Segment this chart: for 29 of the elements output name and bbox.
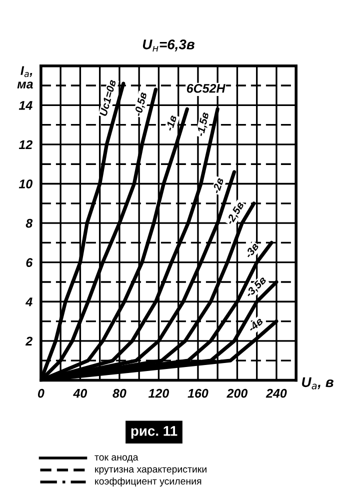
text: -4в (247, 316, 264, 332)
annotation: 6С52Н (186, 84, 226, 93)
x-tick-label: 160 (188, 388, 208, 398)
y-tick-label: 12 (18, 140, 32, 149)
y-axis-title: I$_{а}$, ма (17, 66, 33, 89)
text: -3в (244, 242, 260, 259)
x-tick-label: 0 (38, 388, 44, 398)
text: -1,5в (196, 112, 210, 137)
x-tick-label: 200 (226, 388, 248, 398)
text: крутизна характеристики (95, 467, 206, 475)
text: -2в (212, 177, 224, 194)
y-tick-label: 14 (18, 101, 32, 110)
x-tick-label: 80 (112, 388, 126, 398)
text: рис. 11 (131, 426, 178, 439)
x-tick-label: 120 (148, 388, 170, 398)
y-tick-label: 10 (18, 180, 32, 188)
y-tick-label: 4 (25, 298, 32, 306)
text: -1в (165, 114, 177, 132)
y-tick-label: 6 (26, 258, 33, 267)
y-tick-label: 8 (26, 218, 33, 228)
x-axis-title: U$_{а}$, в (302, 377, 334, 390)
x-tick-label: 40 (73, 388, 88, 398)
text: -0,5в (134, 92, 148, 117)
y-tick-label: 2 (25, 336, 32, 346)
x-tick-label: 240 (266, 388, 287, 398)
text: Uс1=0в (99, 79, 116, 116)
chart-title: U$_{н}$=6,3в (142, 39, 194, 52)
text: ток анода (94, 455, 138, 462)
text: коэффициент усиления (95, 477, 202, 487)
